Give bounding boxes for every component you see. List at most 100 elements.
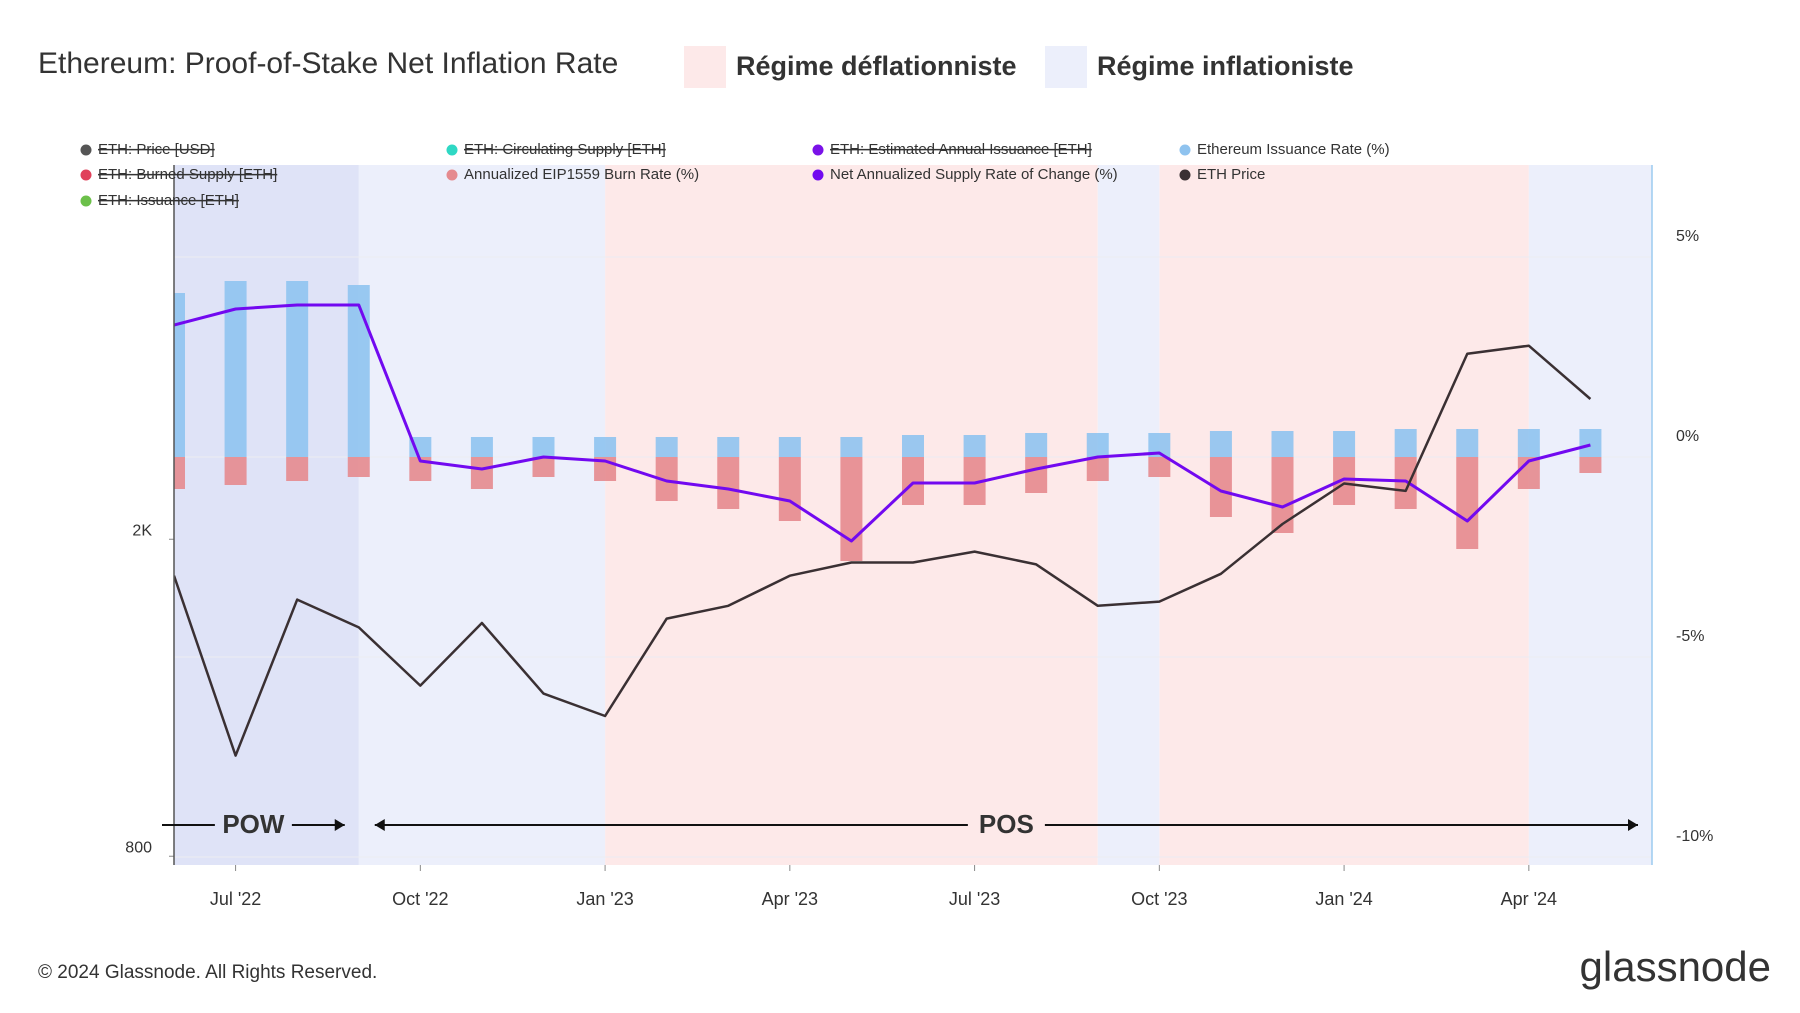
x-tick-label: Oct '22 [392, 889, 448, 909]
x-tick-label: Jan '24 [1315, 889, 1372, 909]
x-tick-label: Apr '23 [762, 889, 818, 909]
bar [1148, 457, 1171, 477]
line [174, 303, 1591, 543]
bar [174, 457, 185, 489]
legend-swatch [812, 144, 824, 156]
legend-label: Ethereum Issuance Rate (%) [1197, 141, 1390, 158]
x-tick-label: Oct '23 [1131, 889, 1187, 909]
legend-label: Net Annualized Supply Rate of Change (%) [830, 166, 1118, 183]
annotations: POW POS [162, 809, 1638, 841]
y2-tick-label: 0% [1676, 428, 1699, 445]
bar [286, 457, 309, 481]
y2-tick-label: 5% [1676, 228, 1699, 245]
bar [1271, 431, 1294, 457]
bar [1333, 431, 1356, 457]
bar [174, 293, 185, 457]
legend-swatch [80, 144, 92, 156]
copyright: © 2024 Glassnode. All Rights Reserved. [38, 962, 377, 983]
bar [655, 437, 678, 457]
arrow-head [1628, 819, 1638, 831]
arrow-head [374, 819, 385, 831]
bar [532, 457, 555, 477]
bar [1394, 457, 1417, 509]
arrow-head [334, 819, 345, 831]
bar [717, 437, 740, 457]
chart-title: Ethereum: Proof-of-Stake Net Inflation R… [38, 47, 618, 80]
regime-label: Régime déflationniste [736, 51, 1017, 81]
bar [594, 437, 617, 457]
bar [963, 457, 986, 505]
bar [902, 435, 924, 457]
bar [1086, 457, 1109, 481]
legend-label: ETH: Issuance [ETH] [98, 192, 239, 209]
y2-tick-label: -10% [1676, 828, 1713, 845]
bar [1456, 429, 1479, 457]
legend-swatch [1179, 144, 1191, 156]
bar [840, 437, 863, 457]
bar [778, 457, 801, 521]
bar [902, 457, 924, 505]
annotation-label-bg [967, 809, 1045, 841]
x-tick-label: Apr '24 [1501, 889, 1557, 909]
legend-label: Annualized EIP1559 Burn Rate (%) [464, 166, 699, 183]
axes: 5% 0% -5% -10% 800 2K Jul '22 Oct '22 Jan '23 Apr… [125, 165, 1713, 909]
data-marks [174, 281, 1602, 757]
bar [1025, 433, 1048, 457]
bar [1209, 457, 1232, 517]
legend-swatch [1179, 169, 1191, 181]
bar [1086, 433, 1109, 457]
pow-region [174, 165, 359, 865]
bar [1579, 429, 1602, 457]
brand-logo: glassnode [1580, 943, 1771, 990]
bar [655, 457, 678, 501]
annotation-label: POS [979, 809, 1034, 839]
legend-swatch [446, 144, 458, 156]
legend-swatch [812, 169, 824, 181]
bar [1394, 429, 1417, 457]
bar [347, 285, 370, 457]
legend-label: ETH Price [1197, 166, 1265, 183]
bar [1579, 457, 1602, 473]
bar [532, 437, 555, 457]
bar [840, 457, 863, 561]
legend-label: ETH: Price [USD] [98, 141, 215, 158]
x-tick-label: Jan '23 [576, 889, 633, 909]
regions [174, 165, 1652, 865]
bar [224, 281, 247, 457]
bar [470, 437, 493, 457]
bar [1271, 457, 1294, 533]
bar [1148, 433, 1171, 457]
regime-label: Régime inflationiste [1097, 51, 1354, 81]
legend-swatch [80, 169, 92, 181]
bar [409, 437, 432, 457]
legend-swatch [80, 195, 92, 207]
regime-region [1097, 165, 1160, 865]
legend-label: ETH: Circulating Supply [ETH] [464, 141, 666, 158]
bar [1333, 457, 1356, 505]
regime-swatch [1045, 46, 1087, 88]
x-tick-label: Jul '23 [949, 889, 1000, 909]
bar [1209, 431, 1232, 457]
y-tick-label: 800 [125, 839, 152, 856]
regime-region [1528, 165, 1652, 865]
bar [963, 435, 986, 457]
bar [1025, 457, 1048, 493]
legend-label: ETH: Burned Supply [ETH] [98, 166, 277, 183]
annotation-label-bg [214, 809, 292, 841]
regime-legend: Régime déflationniste Régime inflationist… [684, 46, 1354, 88]
bar [1456, 457, 1479, 549]
bar [717, 457, 740, 509]
annotation-label: POW [222, 809, 285, 839]
legend-label: ETH: Estimated Annual Issuance [ETH] [830, 141, 1092, 158]
bar [347, 457, 370, 477]
legend: ETH: Price [USD] ETH: Circulating Supply … [80, 141, 1390, 209]
bar [286, 281, 309, 457]
regime-swatch [684, 46, 726, 88]
line [174, 344, 1592, 757]
y2-tick-label: -5% [1676, 628, 1704, 645]
bar [470, 457, 493, 489]
x-tick-label: Jul '22 [210, 889, 261, 909]
bar [778, 437, 801, 457]
bar [224, 457, 247, 485]
